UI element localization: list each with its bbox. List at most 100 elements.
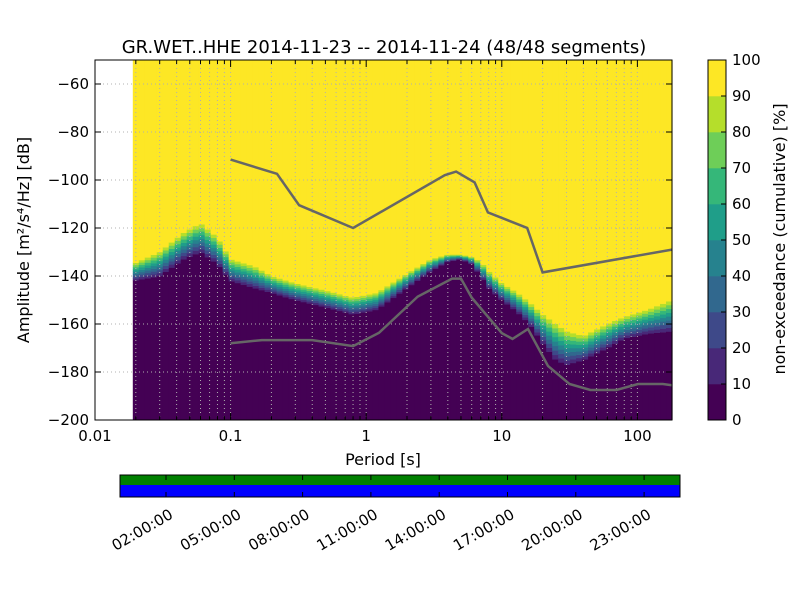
heatmap-cell [198,60,206,225]
heatmap-cell [660,328,667,333]
heatmap-cell [618,320,625,324]
heatmap-cell [396,280,403,283]
heatmap-cell [468,261,475,263]
heatmap-cell [564,343,571,349]
heatmap-cell [612,323,619,327]
heatmap-cell [558,327,565,333]
heatmap-cell [666,60,673,302]
heatmap-cell [570,333,577,338]
heatmap-cell [330,303,338,306]
heatmap-cell [618,329,625,333]
colorbar-segment [708,348,726,385]
heatmap-cell [264,289,272,293]
colorbar-tick-label: 30 [732,303,751,321]
heatmap-cell [516,313,523,420]
heatmap-cell [576,348,583,352]
heatmap-cell [444,257,451,259]
heatmap-cell [480,264,487,267]
heatmap-cell [138,60,146,261]
heatmap-cell [390,60,398,283]
heatmap-cell [204,60,212,230]
heatmap-cell [378,302,386,305]
heatmap-column [324,60,332,420]
heatmap-cell [138,259,146,263]
heatmap-cell [216,254,224,258]
heatmap-cell [606,344,613,348]
heatmap-cell [492,294,499,420]
heatmap-cell [300,289,308,292]
heatmap-cell [480,60,487,265]
heatmap-cell [474,267,481,269]
heatmap-cell [168,261,176,265]
heatmap-cell [192,239,200,244]
heatmap-cell [660,324,667,329]
heatmap-cell [150,263,158,267]
heatmap-cell [396,278,403,281]
heatmap-cell [354,313,362,420]
heatmap-cell [132,60,140,263]
heatmap-cell [456,255,463,256]
heatmap-cell [444,254,451,256]
heatmap-cell [132,275,140,279]
heatmap-cell [648,311,655,315]
heatmap-cell [282,286,290,289]
heatmap-cell [420,60,427,265]
y-tick-label: −60 [57,75,89,93]
heatmap-cell [522,319,529,420]
heatmap-cell [516,309,523,312]
heatmap-cell [336,298,344,301]
heatmap-cell [558,331,565,337]
heatmap-cell [486,288,493,420]
heatmap-cell [654,316,661,320]
heatmap-cell [288,60,296,283]
heatmap-cell [498,289,505,292]
heatmap-cell [294,296,302,299]
heatmap-cell [492,291,499,295]
heatmap-cell [510,292,517,296]
heatmap-cell [294,300,302,420]
heatmap-cell [462,258,469,260]
heatmap-cell [654,319,661,323]
heatmap-cell [528,323,535,327]
heatmap-cell [534,60,541,310]
heatmap-cell [294,285,302,289]
heatmap-cell [174,243,182,248]
heatmap-cell [438,261,445,264]
heatmap-cell [132,262,140,266]
heatmap-cell [612,329,619,333]
heatmap-cell [294,283,302,287]
heatmap-cell [666,327,673,332]
heatmap-cell [510,60,517,291]
heatmap-cell [420,271,427,274]
heatmap-cell [456,257,463,259]
heatmap-cell [276,282,284,286]
heatmap-cell [378,298,386,301]
heatmap-column [474,60,481,420]
heatmap-cell [288,296,296,300]
heatmap-cell [558,358,565,363]
heatmap-cell [408,274,415,277]
heatmap-cell [648,323,655,328]
heatmap-cell [144,270,152,274]
heatmap-cell [156,263,164,268]
heatmap-cell [498,299,505,420]
heatmap-cell [294,294,302,297]
heatmap-column [642,60,649,420]
heatmap-cell [390,295,398,299]
heatmap-cell [246,278,254,282]
heatmap-cell [522,304,529,308]
heatmap-cell [642,313,649,317]
heatmap-cell [414,274,421,276]
heatmap-cell [570,351,577,356]
heatmap-cell [264,282,272,286]
heatmap-cell [192,229,200,234]
heatmap-cell [162,256,170,260]
heatmap-cell [306,60,314,287]
heatmap-cell [618,340,625,420]
heatmap-cell [204,239,212,244]
heatmap-cell [504,297,511,301]
heatmap-cell [564,364,571,420]
heatmap-cell [618,326,625,330]
heatmap-cell [324,299,332,302]
